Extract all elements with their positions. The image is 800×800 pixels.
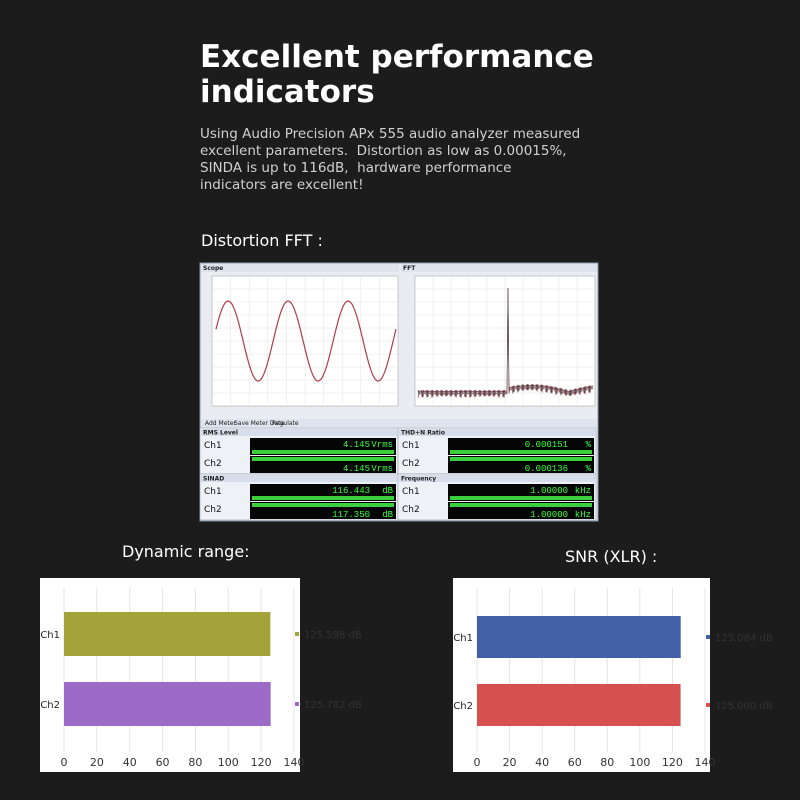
analyzer-screenshot: Scope FFT Add Meter Save Meter Data Regu… [199, 262, 599, 522]
readout-value: 0.000151 [525, 440, 568, 450]
category-label: Ch2 [453, 701, 473, 712]
fft-trace [417, 287, 594, 399]
legend-swatch [706, 703, 710, 707]
channel-label: Ch2 [402, 505, 420, 515]
value-label: 125.782 dB [304, 700, 362, 711]
toolbar-button[interactable]: Regulate [272, 420, 299, 427]
x-tick-label: 140 [695, 756, 716, 769]
x-tick-label: 100 [218, 756, 239, 769]
readout-value: 116.443 [332, 486, 370, 496]
level-bar [252, 457, 394, 461]
meter-header [201, 475, 397, 482]
readout-value: 1.00000 [530, 510, 568, 520]
channel-label: Ch2 [204, 505, 222, 515]
channel-label: Ch2 [204, 459, 222, 469]
paragraph: Using Audio Precision APx 555 audio anal… [200, 126, 580, 142]
heading: indicators [200, 74, 375, 110]
readout-unit: dB [382, 486, 393, 496]
meter-title: SINAD [203, 476, 224, 483]
meter-title: Frequency [401, 476, 436, 483]
x-tick-label: 60 [568, 756, 582, 769]
legend-swatch [295, 702, 299, 706]
channel-label: Ch2 [402, 459, 420, 469]
toolbar [201, 419, 597, 427]
legend-swatch [295, 632, 299, 636]
paragraph: indicators are excellent! [200, 177, 364, 193]
legend-swatch [706, 635, 710, 639]
chart-title: Dynamic range: [122, 542, 250, 561]
bar [477, 684, 681, 726]
readout-unit: Vrms [371, 464, 393, 474]
level-bar [450, 496, 592, 500]
channel-label: Ch1 [402, 441, 420, 451]
panel-title: FFT [403, 265, 416, 272]
x-tick-label: 80 [188, 756, 202, 769]
readout-unit: kHz [575, 486, 591, 496]
level-bar [450, 450, 592, 454]
x-tick-label: 20 [90, 756, 104, 769]
category-label: Ch1 [40, 630, 60, 641]
readout-value: 0.000136 [525, 464, 568, 474]
value-label: 125.598 dB [304, 630, 362, 641]
section-title: Distortion FFT : [201, 231, 323, 250]
readout-value: 117.350 [332, 510, 370, 520]
panel-header [401, 264, 597, 272]
bar [477, 616, 681, 658]
x-tick-label: 20 [503, 756, 517, 769]
x-tick-label: 60 [156, 756, 170, 769]
x-tick-label: 140 [284, 756, 305, 769]
x-tick-label: 80 [600, 756, 614, 769]
panel-header [201, 264, 399, 272]
readout-unit: kHz [575, 510, 591, 520]
level-bar [450, 503, 592, 507]
readout-unit: dB [382, 510, 393, 520]
readout-value: 1.00000 [530, 486, 568, 496]
category-label: Ch2 [40, 700, 60, 711]
bar [64, 682, 271, 726]
heading: Excellent performance [200, 39, 594, 75]
x-tick-label: 0 [474, 756, 481, 769]
readout-unit: Vrms [371, 440, 393, 450]
x-tick-label: 120 [662, 756, 683, 769]
chart-box [453, 578, 710, 772]
meter-title: RMS Level [203, 430, 238, 437]
level-bar [450, 457, 592, 461]
paragraph: SINDA is up to 116dB, hardware performan… [200, 160, 511, 176]
level-bar [252, 503, 394, 507]
x-tick-label: 40 [123, 756, 137, 769]
value-label: 125.084 dB [715, 633, 773, 644]
chart-title: SNR (XLR) : [565, 547, 657, 566]
category-label: Ch1 [453, 633, 473, 644]
readout-value: 4.145 [343, 464, 370, 474]
meter-header [399, 429, 595, 436]
bar [64, 612, 271, 656]
level-bar [252, 450, 394, 454]
channel-label: Ch1 [204, 441, 222, 451]
readout-unit: % [586, 464, 592, 474]
readout-unit: % [586, 440, 592, 450]
toolbar-button[interactable]: Save Meter Data [234, 420, 285, 427]
paragraph: excellent parameters. Distortion as low … [200, 143, 567, 159]
chart-box [40, 578, 300, 772]
x-tick-label: 120 [251, 756, 272, 769]
level-bar [252, 496, 394, 500]
x-tick-label: 0 [61, 756, 68, 769]
channel-label: Ch1 [402, 487, 420, 497]
scope-trace [215, 300, 397, 382]
fft-trace [417, 287, 594, 398]
meter-header [201, 429, 397, 436]
meter-header [399, 475, 595, 482]
meter-title: THD+N Ratio [401, 430, 445, 437]
toolbar-button[interactable]: Add Meter [205, 420, 236, 427]
readout-value: 4.145 [343, 440, 370, 450]
channel-label: Ch1 [204, 487, 222, 497]
x-tick-label: 100 [629, 756, 650, 769]
value-label: 125.000 dB [715, 701, 773, 712]
panel-title: Scope [203, 265, 223, 272]
x-tick-label: 40 [535, 756, 549, 769]
